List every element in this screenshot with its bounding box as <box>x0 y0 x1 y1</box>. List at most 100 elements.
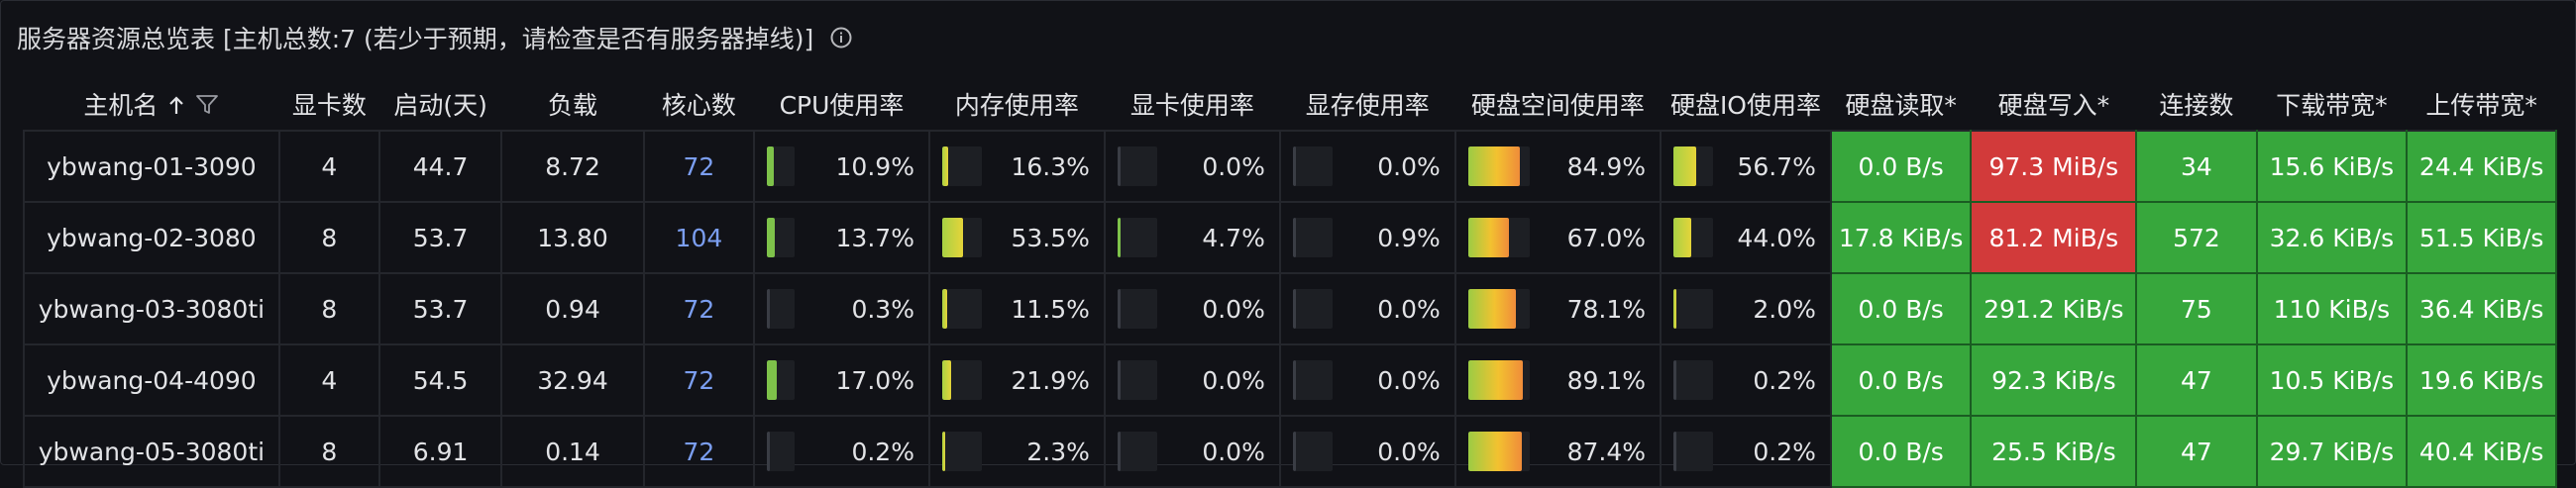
mem-usage-cell-bar-fill <box>941 360 951 400</box>
vram-usage-cell-bar-fill <box>1292 218 1296 257</box>
vram-usage-cell: 0.0% <box>1279 344 1456 417</box>
column-header-label: 连接数 <box>2159 91 2234 120</box>
disk-usage-cell-bar <box>1467 146 1530 186</box>
column-header-gpu-util[interactable]: 显卡使用率 <box>1104 78 1280 132</box>
arrow-up-icon[interactable] <box>167 93 185 122</box>
column-header-mem[interactable]: 内存使用率 <box>928 78 1105 132</box>
column-header-read[interactable]: 硬盘读取* <box>1830 78 1972 132</box>
vram-usage-cell-value: 0.0% <box>1377 151 1441 181</box>
vram-usage-cell-bar <box>1292 218 1333 257</box>
column-header-cpu[interactable]: CPU使用率 <box>754 78 929 132</box>
column-header-vram[interactable]: 显存使用率 <box>1279 78 1455 132</box>
table-row[interactable]: ybwang-05-3080ti 8 6.91 0.14 72 0.2% 2.3% 0.0% 0… <box>23 416 2557 488</box>
disk-usage-cell-bar-fill <box>1467 146 1521 186</box>
connections-cell: 572 <box>2136 202 2258 274</box>
vram-usage-cell-value: 0.9% <box>1377 223 1441 252</box>
server-table: 主机名 显卡数 启动(天) 负载 核心数 CPU使用率 内存使用率 显卡使用率 显存使用率 硬盘空… <box>23 78 2557 488</box>
cpu-usage-cell-bar <box>767 360 796 400</box>
column-header-label: 内存使用率 <box>954 91 1079 120</box>
load-cell: 8.72 <box>501 130 645 203</box>
disk-io-cell-value: 44.0% <box>1737 223 1816 252</box>
disk-write-cell: 291.2 KiB/s <box>1971 273 2138 345</box>
column-header-gpus[interactable]: 显卡数 <box>278 78 379 132</box>
column-header-label: 下载带宽* <box>2276 91 2388 120</box>
info-circle-icon[interactable] <box>829 26 853 49</box>
gpu-usage-cell-bar <box>1117 432 1157 471</box>
column-header-cores[interactable]: 核心数 <box>643 78 755 132</box>
column-header-io[interactable]: 硬盘IO使用率 <box>1661 78 1831 132</box>
host-name-cell: ybwang-04-4090 <box>23 344 280 417</box>
column-header-disk[interactable]: 硬盘空间使用率 <box>1454 78 1662 132</box>
vram-usage-cell: 0.0% <box>1279 273 1456 345</box>
disk-usage-cell-bar <box>1467 218 1530 257</box>
cores-cell: 72 <box>643 416 756 488</box>
cpu-usage-cell-value: 0.3% <box>851 294 914 324</box>
cores-cell: 72 <box>643 273 756 345</box>
disk-usage-cell-bar-fill <box>1467 432 1522 471</box>
upload-bandwidth-cell: 40.4 KiB/s <box>2407 416 2557 488</box>
mem-usage-cell-value: 11.5% <box>1011 294 1090 324</box>
connections-cell: 47 <box>2136 344 2258 417</box>
cpu-usage-cell: 0.2% <box>754 416 930 488</box>
disk-usage-cell-bar-fill <box>1467 360 1523 400</box>
cpu-usage-cell-bar-fill <box>767 146 774 186</box>
disk-usage-cell-bar <box>1467 289 1530 329</box>
cores-cell: 72 <box>643 130 756 203</box>
column-header-label: 显卡数 <box>291 91 367 120</box>
download-bandwidth-cell: 10.5 KiB/s <box>2256 344 2409 417</box>
vram-usage-cell-bar-fill <box>1292 146 1296 186</box>
column-header-conns[interactable]: 连接数 <box>2136 78 2257 132</box>
uptime-cell: 6.91 <box>378 416 503 488</box>
disk-io-cell: 56.7% <box>1661 130 1832 203</box>
disk-write-cell: 92.3 KiB/s <box>1971 344 2138 417</box>
disk-io-cell-bar-fill <box>1673 218 1691 257</box>
table-row[interactable]: ybwang-03-3080ti 8 53.7 0.94 72 0.3% 11.5% 0.0%… <box>23 273 2557 345</box>
disk-usage-cell-bar-fill <box>1467 218 1510 257</box>
disk-io-cell-value: 0.2% <box>1753 365 1816 395</box>
mem-usage-cell-bar-fill <box>941 432 945 471</box>
mem-usage-cell-bar <box>941 360 982 400</box>
gpu-usage-cell: 0.0% <box>1104 273 1281 345</box>
disk-write-cell: 81.2 MiB/s <box>1971 202 2138 274</box>
column-header-down[interactable]: 下载带宽* <box>2256 78 2408 132</box>
mem-usage-cell-bar <box>941 146 982 186</box>
cpu-usage-cell-value: 0.2% <box>851 437 914 466</box>
disk-io-cell-bar <box>1673 146 1714 186</box>
gpu-usage-cell: 0.0% <box>1104 416 1281 488</box>
disk-io-cell: 0.2% <box>1661 416 1832 488</box>
column-header-uptime[interactable]: 启动(天) <box>378 78 502 132</box>
vram-usage-cell-bar-fill <box>1292 360 1296 400</box>
table-row[interactable]: ybwang-01-3090 4 44.7 8.72 72 10.9% 16.3% 0.0% 0… <box>23 130 2557 203</box>
column-header-label: 硬盘空间使用率 <box>1470 91 1645 120</box>
column-header-write[interactable]: 硬盘写入* <box>1971 78 2137 132</box>
column-header-label: 显存使用率 <box>1305 91 1430 120</box>
download-bandwidth-cell: 110 KiB/s <box>2256 273 2409 345</box>
vram-usage-cell-bar <box>1292 289 1333 329</box>
gpu-usage-cell-value: 0.0% <box>1202 437 1265 466</box>
cpu-usage-cell: 17.0% <box>754 344 930 417</box>
cpu-usage-cell: 13.7% <box>754 202 930 274</box>
disk-read-cell: 0.0 B/s <box>1830 130 1973 203</box>
host-name-cell: ybwang-03-3080ti <box>23 273 280 345</box>
column-header-load[interactable]: 负载 <box>501 78 644 132</box>
column-header-up[interactable]: 上传带宽* <box>2407 78 2556 132</box>
cpu-usage-cell-bar <box>767 146 796 186</box>
connections-cell: 34 <box>2136 130 2258 203</box>
mem-usage-cell-value: 53.5% <box>1011 223 1090 252</box>
column-header-label: 硬盘读取* <box>1845 91 1957 120</box>
gpu-usage-cell: 0.0% <box>1104 130 1281 203</box>
cpu-usage-cell: 10.9% <box>754 130 930 203</box>
disk-write-cell: 97.3 MiB/s <box>1971 130 2138 203</box>
table-row[interactable]: ybwang-04-4090 4 54.5 32.94 72 17.0% 21.9% 0.0%… <box>23 344 2557 417</box>
column-header-host[interactable]: 主机名 <box>24 78 279 132</box>
cpu-usage-cell-bar-fill <box>767 289 771 329</box>
table-row[interactable]: ybwang-02-3080 8 53.7 13.80 104 13.7% 53.5% 4.7… <box>23 202 2557 274</box>
disk-usage-cell: 78.1% <box>1454 273 1663 345</box>
filter-icon[interactable] <box>195 93 219 122</box>
gpu-usage-cell-bar-fill <box>1117 432 1121 471</box>
mem-usage-cell: 16.3% <box>928 130 1106 203</box>
vram-usage-cell: 0.9% <box>1279 202 1456 274</box>
upload-bandwidth-cell: 51.5 KiB/s <box>2407 202 2557 274</box>
disk-usage-cell-value: 89.1% <box>1566 365 1647 395</box>
